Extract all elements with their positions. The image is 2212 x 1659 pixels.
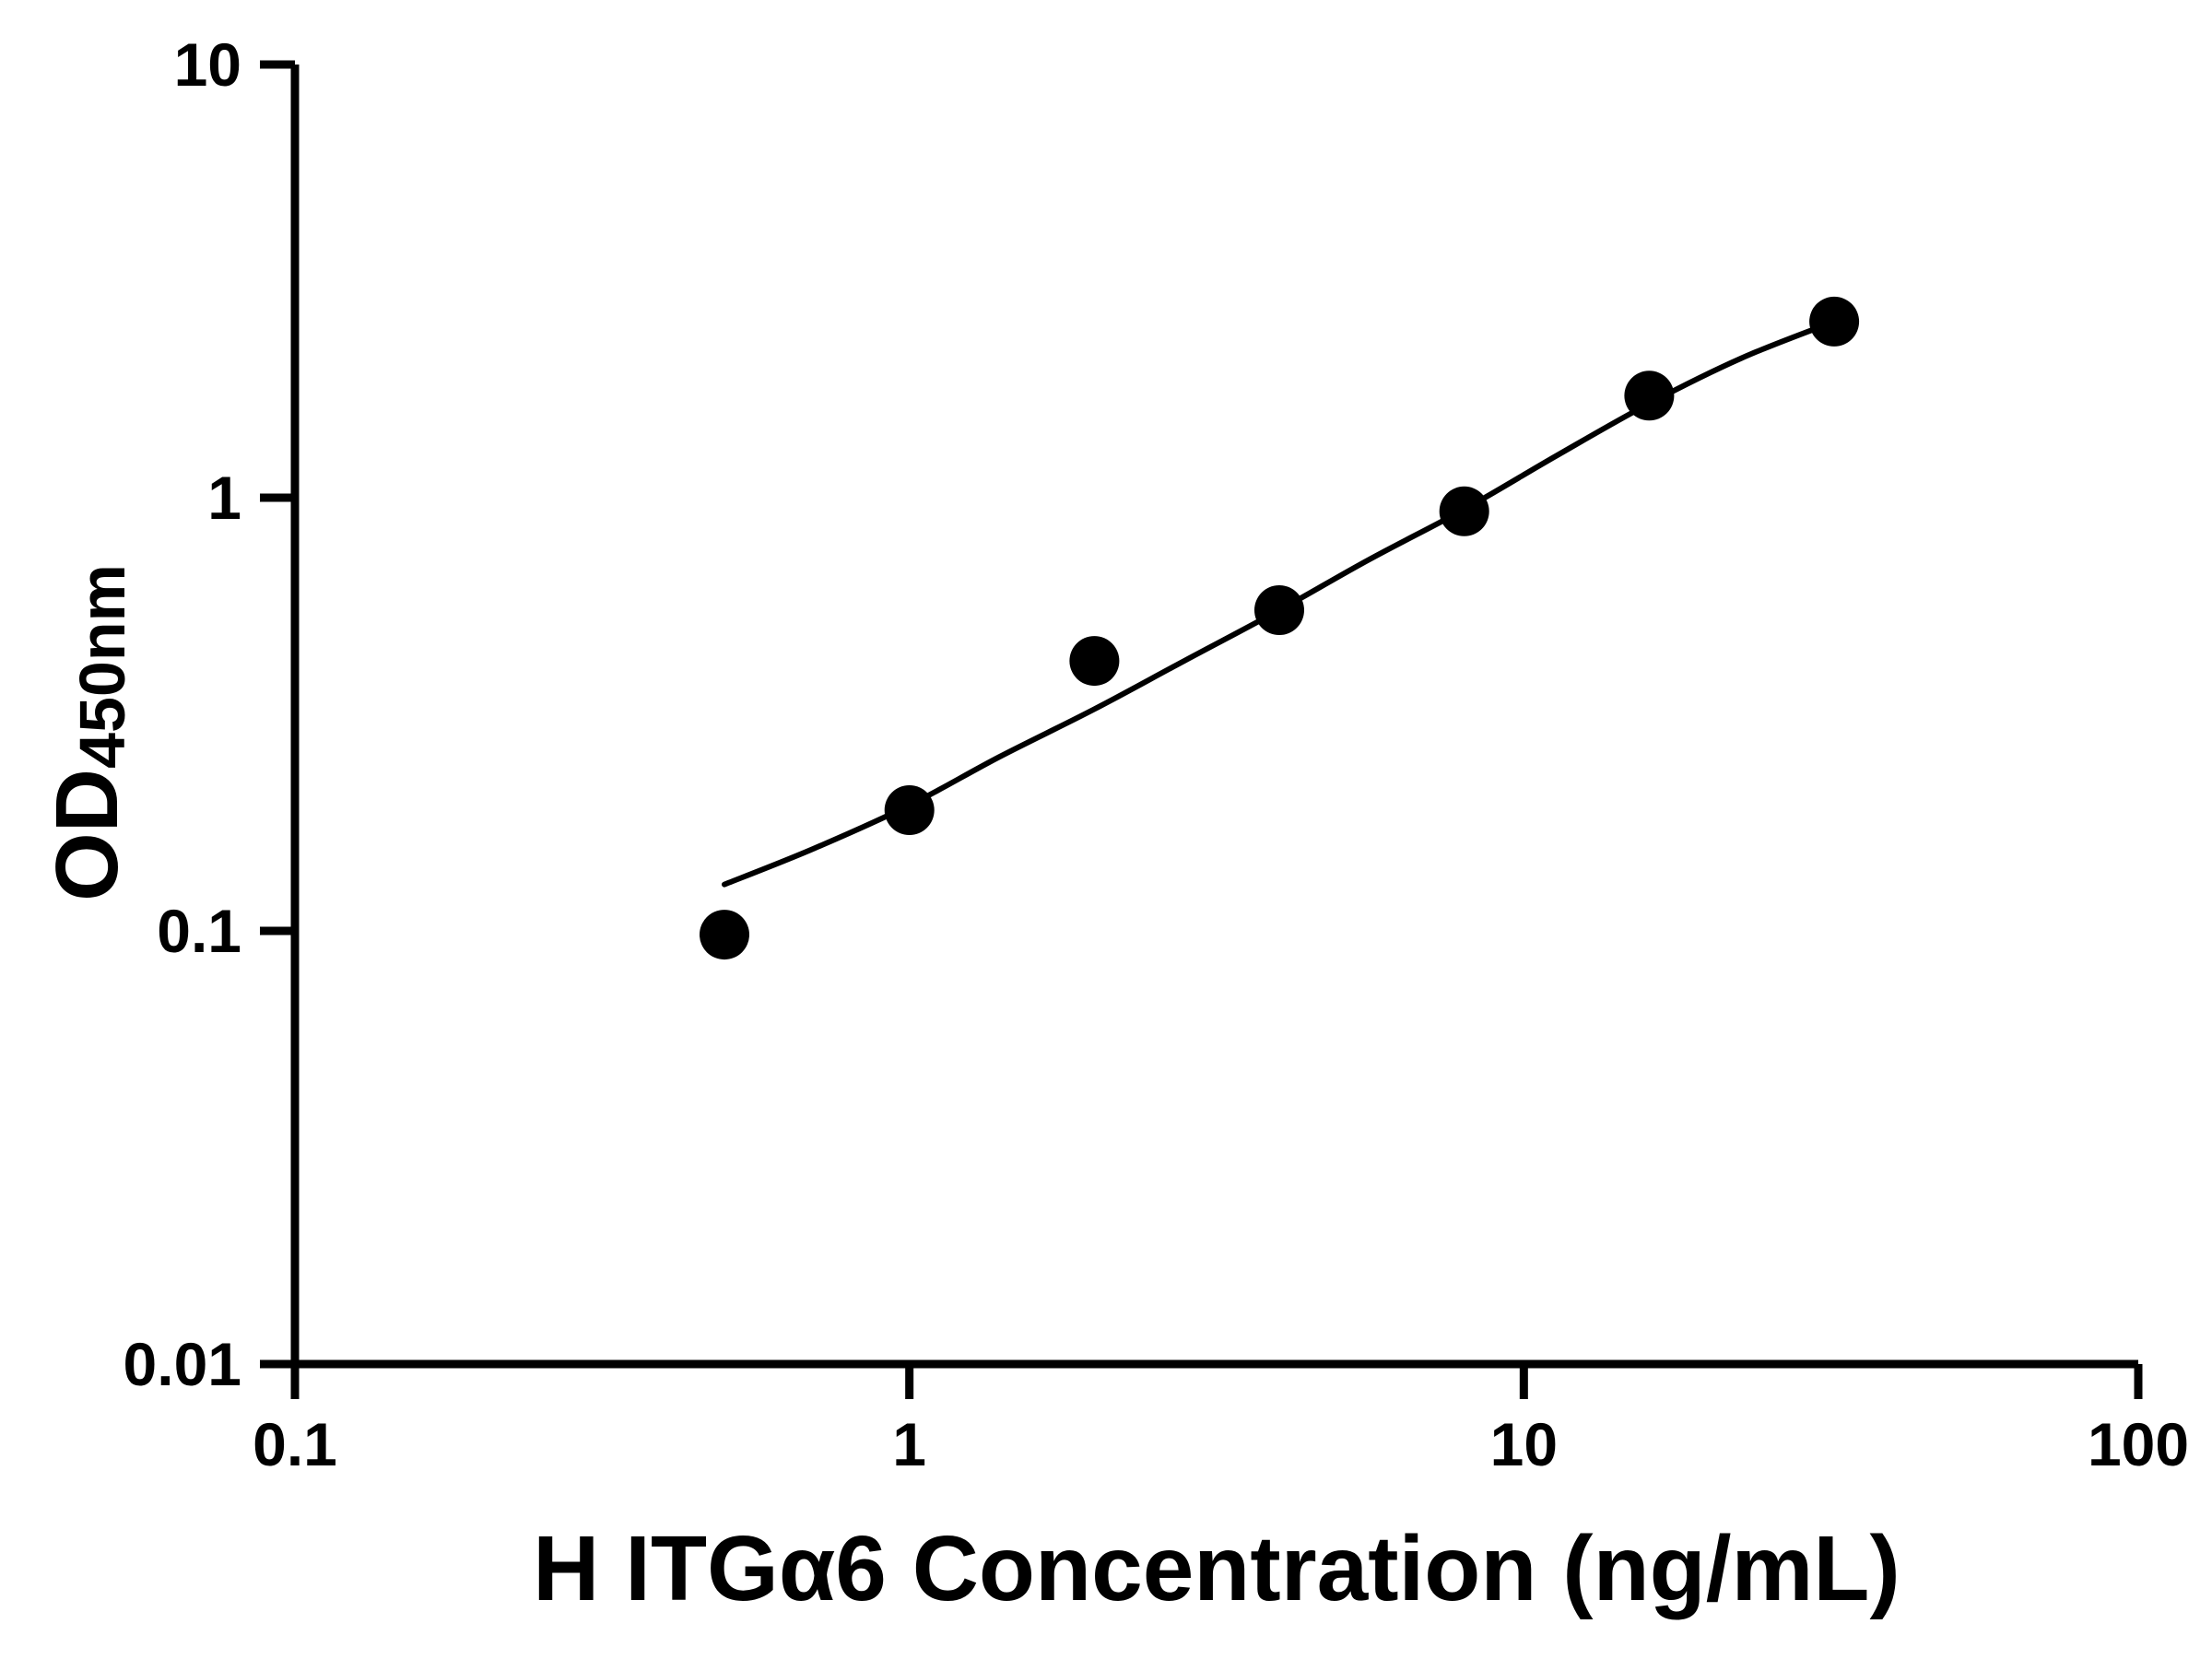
data-point (1624, 371, 1675, 421)
y-axis-title: OD450nm (37, 564, 138, 901)
x-axis-title: H ITGα6 Concentration (ng/mL) (533, 1517, 1900, 1620)
y-axis-tick-label: 0.01 (124, 1330, 241, 1398)
data-point (700, 910, 749, 960)
y-axis-tick-label: 10 (174, 30, 241, 99)
x-axis-tick-label: 1 (892, 1410, 926, 1478)
y-axis-title-main: OD (38, 768, 136, 901)
data-point (1254, 585, 1304, 635)
y-axis-title-subscript: 450nm (66, 564, 139, 769)
data-point (1069, 636, 1120, 687)
x-axis-tick-label: 0.1 (253, 1410, 337, 1478)
data-point (884, 785, 935, 835)
data-point (1809, 296, 1860, 347)
x-axis-tick-label: 10 (1490, 1410, 1558, 1478)
x-axis-tick-label: 100 (2088, 1410, 2189, 1478)
axis-lines (290, 65, 2138, 1369)
y-axis-tick-label: 1 (207, 464, 241, 532)
y-axis-tick-label: 0.1 (157, 897, 241, 965)
data-point (1439, 486, 1489, 536)
